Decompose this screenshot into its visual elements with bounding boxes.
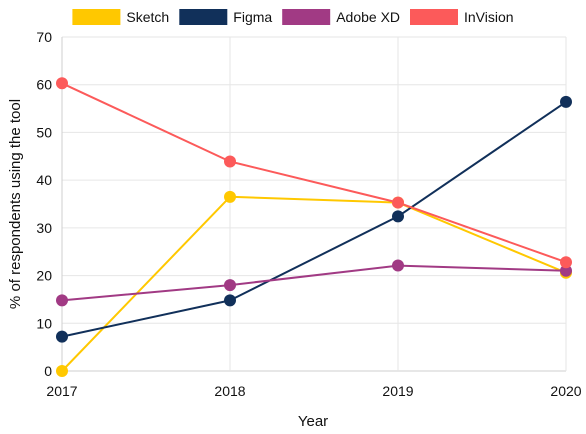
y-axis-title: % of respondents using the tool bbox=[7, 99, 24, 309]
y-tick-label: 60 bbox=[36, 77, 52, 93]
legend-swatch bbox=[410, 9, 458, 25]
x-tick-label: 2020 bbox=[550, 383, 581, 399]
legend-item-figma: Figma bbox=[179, 9, 272, 25]
x-tick-label: 2018 bbox=[214, 383, 245, 399]
data-point-adobe-xd bbox=[56, 294, 68, 307]
x-tick-label: 2019 bbox=[382, 383, 413, 399]
y-tick-label: 70 bbox=[36, 29, 52, 45]
data-point-figma bbox=[224, 294, 236, 307]
legend-item-sketch: Sketch bbox=[72, 9, 169, 25]
y-tick-label: 50 bbox=[36, 124, 52, 140]
data-point-invision bbox=[392, 196, 404, 209]
x-axis-title: Year bbox=[298, 413, 328, 430]
data-point-figma bbox=[560, 95, 572, 108]
series-line-adobe-xd bbox=[61, 264, 567, 302]
series-lines bbox=[61, 82, 567, 372]
data-point-sketch bbox=[56, 365, 68, 377]
series-line-sketch bbox=[61, 195, 567, 372]
series-line-invision bbox=[61, 82, 567, 264]
grid bbox=[61, 36, 567, 372]
series-points bbox=[56, 77, 572, 377]
y-tick-label: 10 bbox=[36, 315, 52, 331]
data-point-figma bbox=[56, 330, 68, 343]
legend-label: InVision bbox=[464, 9, 514, 25]
data-point-invision bbox=[560, 256, 572, 269]
y-tick-label: 30 bbox=[36, 220, 52, 236]
legend-swatch bbox=[72, 9, 121, 25]
axes: 0 10 20 30 40 50 60 70 2017 2018 2019 2020 bbox=[36, 29, 581, 399]
y-tick-label: 0 bbox=[44, 363, 52, 379]
legend-label: Adobe XD bbox=[336, 9, 400, 25]
legend-swatch bbox=[282, 9, 331, 25]
data-point-invision bbox=[224, 155, 236, 168]
series-line-figma bbox=[61, 101, 567, 338]
legend-item-adobe-xd: Adobe XD bbox=[282, 9, 400, 25]
legend-swatch bbox=[179, 9, 228, 25]
legend-label: Figma bbox=[233, 9, 272, 25]
data-point-figma bbox=[392, 210, 404, 223]
x-tick-label: 2017 bbox=[46, 383, 77, 399]
data-point-sketch bbox=[224, 190, 236, 203]
data-point-adobe-xd bbox=[560, 264, 572, 277]
legend: Sketch Figma Adobe XD InVision bbox=[72, 9, 514, 25]
legend-item-invision: InVision bbox=[410, 9, 514, 25]
data-point-adobe-xd bbox=[392, 259, 404, 272]
data-point-invision bbox=[56, 77, 68, 90]
data-point-adobe-xd bbox=[224, 279, 236, 292]
legend-label: Sketch bbox=[126, 9, 169, 25]
y-tick-label: 20 bbox=[36, 268, 52, 284]
y-tick-label: 40 bbox=[36, 172, 52, 188]
